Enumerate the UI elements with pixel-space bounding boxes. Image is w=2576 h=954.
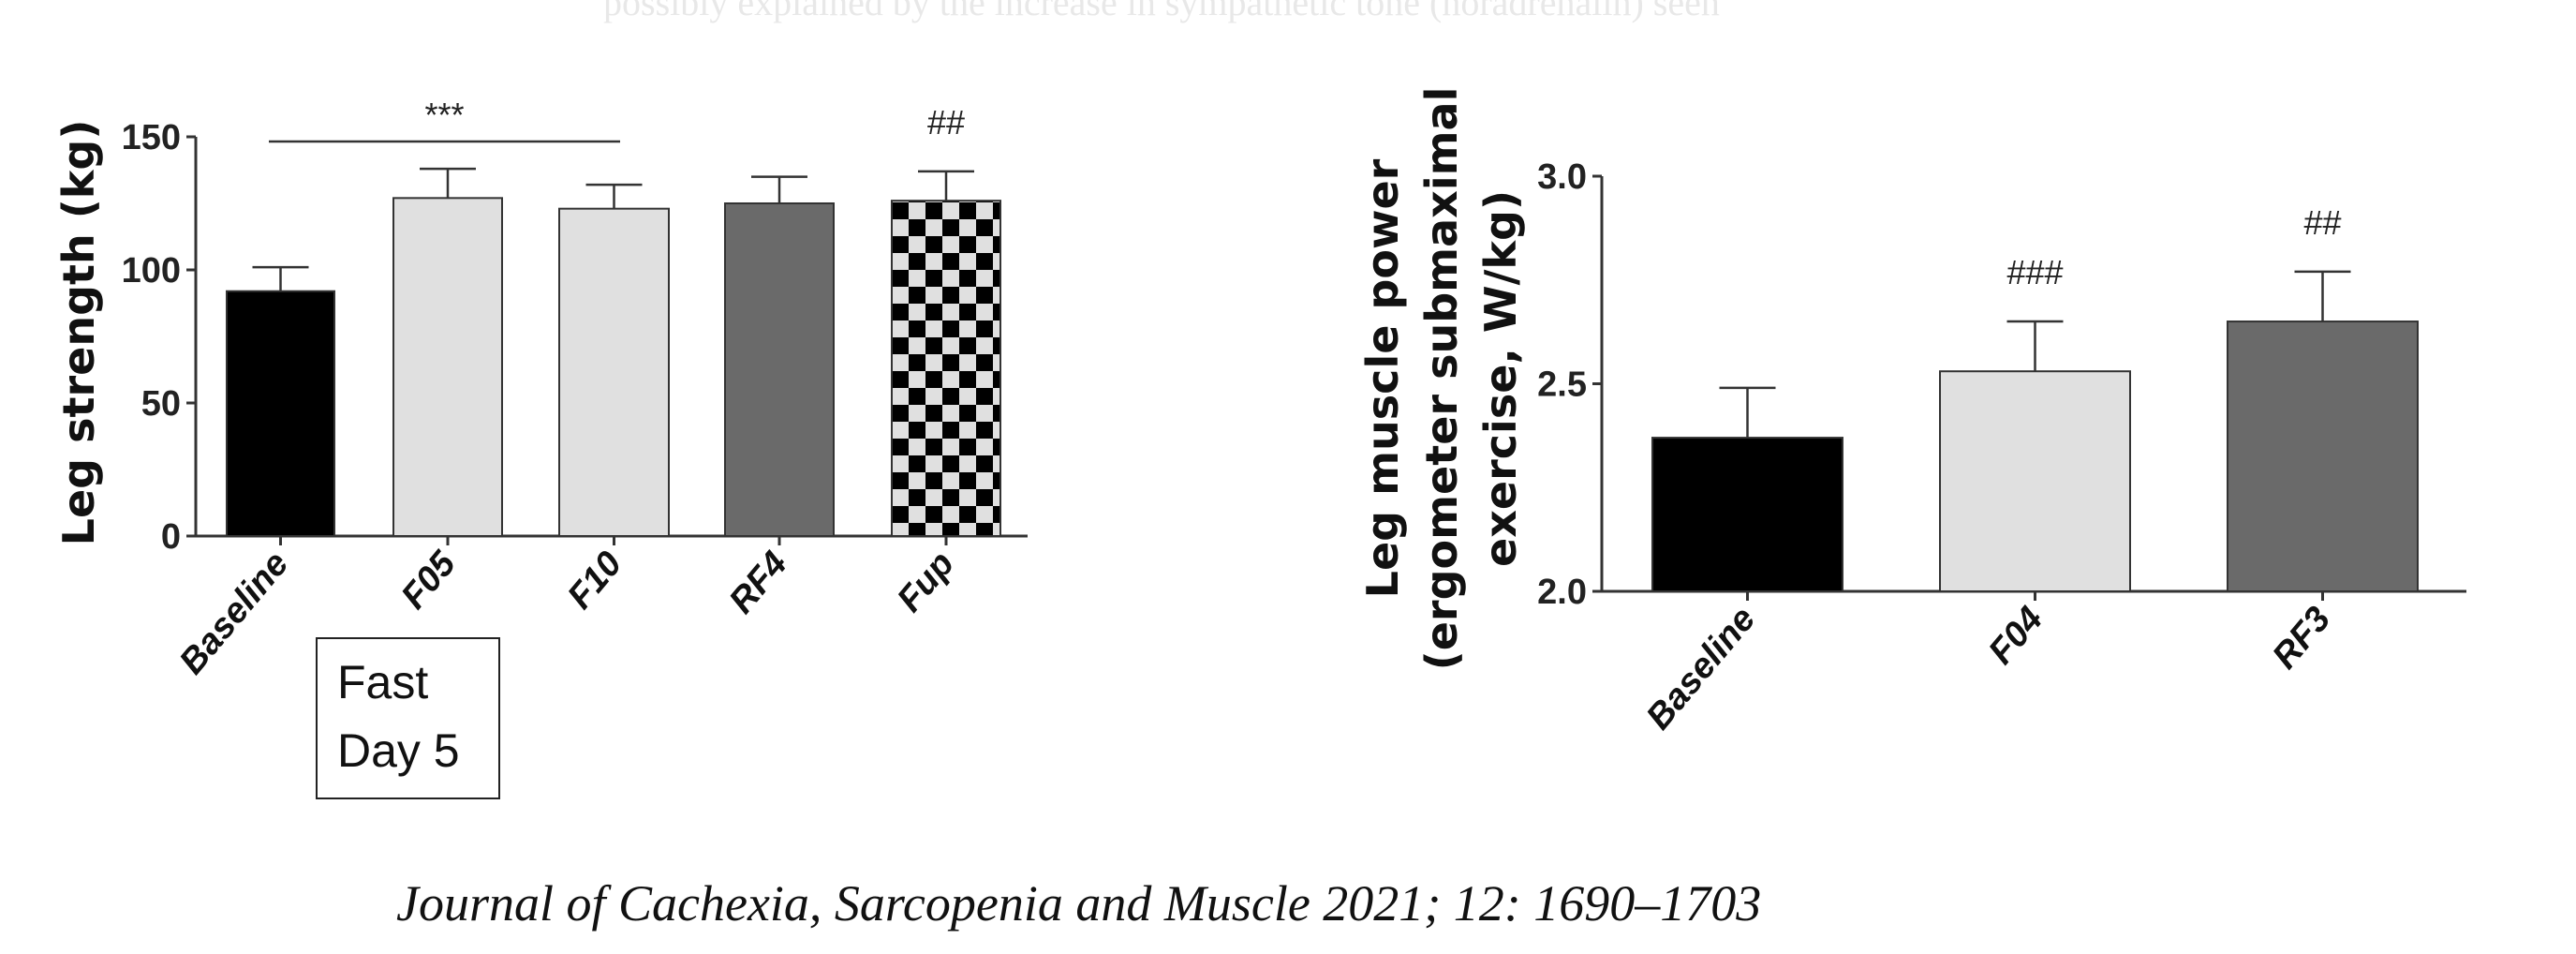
x-tick-label: Baseline (1639, 600, 1764, 738)
significance-label: *** (424, 96, 464, 134)
box-line2: Day 5 (337, 724, 460, 777)
bar-rf4 (724, 202, 835, 537)
x-tick-label: F10 (560, 544, 629, 617)
y-tick-label: 2.5 (1537, 365, 1587, 405)
x-tick-label: Fup (890, 544, 962, 619)
y-tick-label: 50 (141, 384, 181, 424)
y-axis-title-line1: Leg muscle power (1357, 158, 1408, 598)
significance-label: ## (2303, 203, 2341, 242)
bar-baseline (1651, 437, 1843, 592)
faint-background-text: possibly explained by the increase in sy… (603, 0, 1720, 23)
y-tick-label: 3.0 (1537, 157, 1587, 197)
bar-f10 (558, 207, 670, 537)
bar-f04 (1939, 370, 2131, 592)
significance-label: ## (927, 103, 965, 142)
bar-fup (891, 200, 1001, 537)
x-tick-label: RF4 (722, 544, 795, 621)
bar-f05 (392, 197, 503, 537)
y-tick-label: 150 (122, 118, 181, 157)
box-line1: Fast (337, 656, 428, 708)
significance-label: ### (2006, 253, 2063, 291)
y-tick-label: 0 (161, 517, 181, 557)
y-tick-label: 2.0 (1537, 573, 1587, 612)
x-tick-label: RF3 (2265, 600, 2338, 677)
fast-day5-box: Fast Day 5 (316, 637, 500, 799)
bar-rf3 (2227, 320, 2419, 592)
x-tick-label: F04 (1981, 600, 2050, 672)
x-tick-label: Baseline (172, 544, 297, 682)
leg-power-chart: Leg muscle power (ergometer submaximal e… (1357, 87, 2466, 738)
y-tick-label: 100 (122, 251, 181, 291)
y-axis-title: Leg strength (kg) (53, 120, 104, 546)
y-axis-title-line3: exercise, W/kg) (1475, 190, 1526, 567)
citation-caption: Journal of Cachexia, Sarcopenia and Musc… (396, 875, 1761, 932)
leg-strength-chart: Leg strength (kg) 0 50 100 150 Baseline F05 F1… (53, 96, 1028, 682)
y-axis-title-line2: (ergometer submaximal (1416, 87, 1467, 671)
x-tick-label: F05 (394, 544, 465, 617)
bar-baseline (226, 290, 335, 537)
